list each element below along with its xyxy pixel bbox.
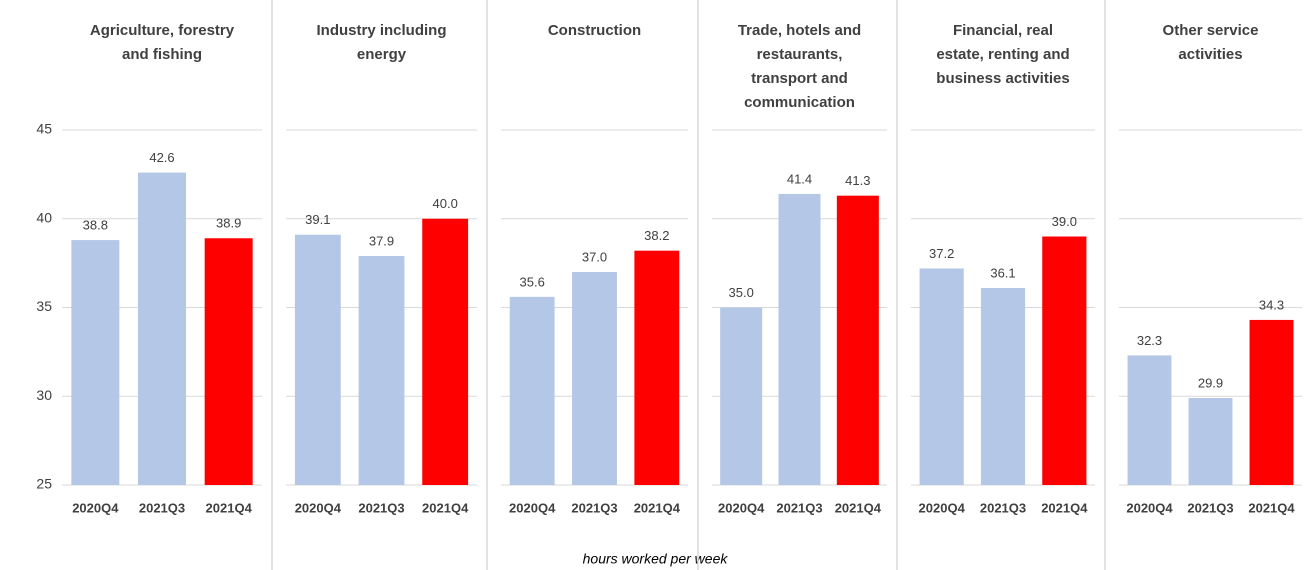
bar bbox=[509, 296, 555, 485]
panel-title: Construction bbox=[548, 22, 641, 39]
value-label: 41.3 bbox=[845, 173, 870, 188]
y-tick-label: 30 bbox=[36, 387, 52, 403]
x-tick-label: 2021Q3 bbox=[980, 500, 1026, 515]
value-label: 39.0 bbox=[1052, 214, 1077, 229]
value-label: 37.0 bbox=[582, 249, 607, 264]
value-label: 35.0 bbox=[729, 285, 754, 300]
value-label: 37.9 bbox=[369, 233, 394, 248]
panel-title: energy bbox=[357, 46, 407, 63]
y-tick-label: 40 bbox=[36, 209, 52, 225]
x-tick-label: 2021Q4 bbox=[1248, 500, 1295, 515]
value-label: 42.6 bbox=[149, 150, 174, 165]
bar bbox=[138, 172, 186, 485]
value-label: 35.6 bbox=[520, 274, 545, 289]
bar bbox=[634, 250, 680, 485]
bar bbox=[572, 272, 617, 485]
panel-title: transport and bbox=[751, 70, 848, 87]
panel-title: activities bbox=[1178, 46, 1242, 63]
x-tick-label: 2020Q4 bbox=[509, 500, 556, 515]
bar bbox=[204, 238, 253, 485]
panel-title: and fishing bbox=[122, 46, 202, 63]
value-label: 29.9 bbox=[1198, 375, 1223, 390]
value-label: 40.0 bbox=[433, 196, 458, 211]
panel-title: restaurants, bbox=[757, 46, 843, 63]
panel-title: business activities bbox=[936, 70, 1069, 87]
value-label: 38.9 bbox=[216, 216, 241, 231]
bar bbox=[1127, 355, 1172, 485]
panel-title: Other service bbox=[1163, 22, 1259, 39]
bar bbox=[980, 287, 1026, 485]
bar bbox=[1188, 398, 1233, 485]
y-tick-label: 25 bbox=[36, 476, 52, 492]
bar bbox=[1249, 319, 1294, 485]
value-label: 39.1 bbox=[305, 212, 330, 227]
x-tick-label: 2020Q4 bbox=[1126, 500, 1173, 515]
x-axis-label: hours worked per week bbox=[583, 551, 729, 567]
x-tick-label: 2021Q4 bbox=[835, 500, 882, 515]
x-tick-label: 2021Q3 bbox=[358, 500, 404, 515]
bar bbox=[1042, 236, 1087, 485]
panel-title: Industry including bbox=[317, 22, 447, 39]
x-tick-label: 2020Q4 bbox=[295, 500, 342, 515]
x-tick-label: 2021Q3 bbox=[139, 500, 185, 515]
x-tick-label: 2021Q4 bbox=[206, 500, 253, 515]
x-tick-label: 2020Q4 bbox=[718, 500, 765, 515]
panel-title: Agriculture, forestry bbox=[90, 22, 235, 39]
bar bbox=[720, 307, 763, 485]
bar bbox=[358, 256, 405, 485]
value-label: 37.2 bbox=[929, 246, 954, 261]
y-tick-label: 35 bbox=[36, 298, 52, 314]
bar bbox=[422, 218, 469, 485]
x-tick-label: 2021Q3 bbox=[1187, 500, 1233, 515]
x-tick-label: 2021Q3 bbox=[776, 500, 822, 515]
panel-title: Trade, hotels and bbox=[738, 22, 861, 39]
bar bbox=[836, 195, 879, 486]
panel-title: estate, renting and bbox=[936, 46, 1069, 63]
bar bbox=[71, 240, 120, 485]
value-label: 38.2 bbox=[644, 228, 669, 243]
value-label: 41.4 bbox=[787, 171, 812, 186]
bar bbox=[919, 268, 964, 485]
panel-title: Financial, real bbox=[953, 22, 1053, 39]
x-tick-label: 2021Q4 bbox=[634, 500, 681, 515]
value-label: 32.3 bbox=[1137, 333, 1162, 348]
bar bbox=[294, 234, 341, 485]
x-tick-label: 2021Q4 bbox=[422, 500, 469, 515]
x-tick-label: 2021Q4 bbox=[1041, 500, 1088, 515]
x-tick-label: 2020Q4 bbox=[919, 500, 966, 515]
y-tick-label: 45 bbox=[36, 121, 52, 137]
panel-title: communication bbox=[744, 94, 855, 111]
bar bbox=[778, 193, 821, 485]
x-tick-label: 2020Q4 bbox=[72, 500, 119, 515]
value-label: 34.3 bbox=[1259, 297, 1284, 312]
value-label: 38.8 bbox=[83, 217, 108, 232]
value-label: 36.1 bbox=[990, 265, 1015, 280]
x-tick-label: 2021Q3 bbox=[571, 500, 617, 515]
